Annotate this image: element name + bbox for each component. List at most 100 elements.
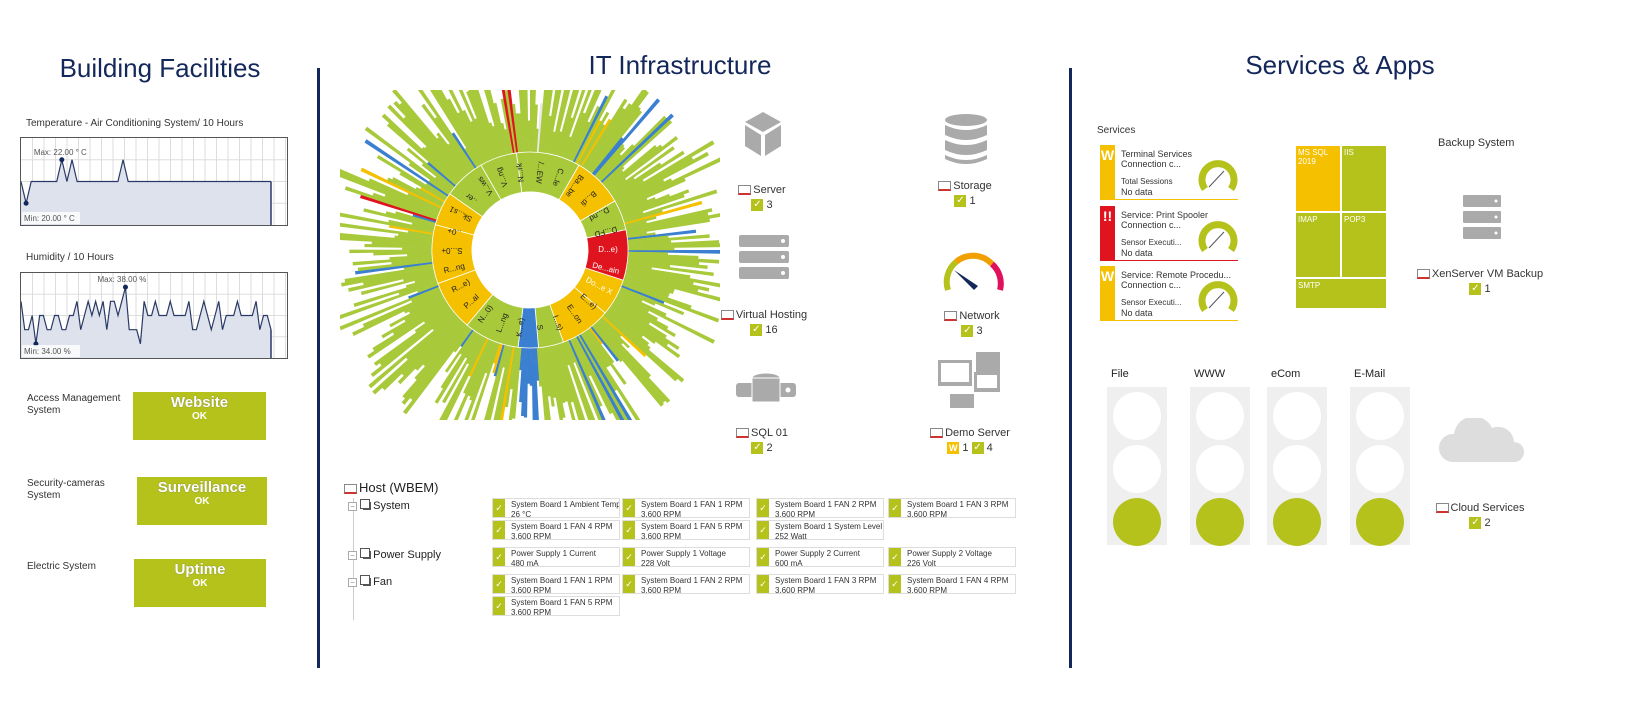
sunburst-segment[interactable] <box>607 308 644 338</box>
sunburst-segment[interactable] <box>502 345 510 368</box>
collapse-icon[interactable]: − <box>348 551 357 560</box>
sunburst-segment[interactable] <box>580 333 618 392</box>
sunburst-segment[interactable] <box>411 222 435 230</box>
sunburst-segment[interactable] <box>531 347 538 420</box>
sunburst-segment[interactable] <box>558 117 574 157</box>
sunburst-segment[interactable] <box>520 347 527 417</box>
sunburst-segment[interactable] <box>492 125 504 157</box>
sunburst-segment[interactable] <box>623 209 663 224</box>
sunburst-segment[interactable] <box>583 107 626 169</box>
sunburst-segment[interactable] <box>555 90 588 156</box>
sunburst-segment[interactable] <box>609 306 681 359</box>
sunburst-segment[interactable] <box>444 90 488 163</box>
sunburst-segment[interactable] <box>540 347 556 420</box>
sunburst-segment[interactable] <box>404 297 446 322</box>
sunburst-segment[interactable] <box>626 265 691 279</box>
sunburst-segment[interactable] <box>609 146 675 194</box>
sunburst-segment[interactable] <box>462 342 500 420</box>
sunburst-segment[interactable] <box>584 330 611 367</box>
sunburst-segment[interactable] <box>584 103 632 170</box>
sunburst-segment[interactable] <box>596 320 652 378</box>
sunburst-segment[interactable] <box>395 211 436 225</box>
sunburst-segment[interactable] <box>381 113 459 185</box>
sunburst-segment[interactable] <box>468 337 489 377</box>
sunburst-segment[interactable] <box>363 268 435 286</box>
group-server[interactable]: Server ✓ 3 <box>702 184 822 212</box>
sunburst-segment[interactable] <box>627 256 700 266</box>
sunburst-segment[interactable] <box>614 156 694 203</box>
service-sensor[interactable]: !! Service: Print Spooler Connection c...… <box>1100 206 1238 261</box>
sunburst-segment[interactable] <box>620 193 671 216</box>
sunburst-segment[interactable] <box>590 326 620 362</box>
sunburst-segment[interactable] <box>490 346 513 420</box>
sunburst-segment[interactable] <box>353 278 437 308</box>
service-sensor[interactable]: W Service: Remote Procedu... Connection c… <box>1100 266 1238 321</box>
sunburst-segment[interactable] <box>566 340 603 420</box>
sunburst-segment[interactable] <box>574 336 628 420</box>
sunburst-segment[interactable] <box>627 243 720 249</box>
sunburst-segment[interactable] <box>372 301 448 352</box>
traffic-light[interactable] <box>1350 387 1410 546</box>
sunburst-segment[interactable] <box>627 229 697 240</box>
sunburst-segment[interactable] <box>622 281 692 309</box>
traffic-light[interactable] <box>1267 387 1327 546</box>
sunburst-segment[interactable] <box>533 347 539 420</box>
sunburst-segment[interactable] <box>613 299 676 338</box>
sunburst-segment[interactable] <box>403 263 434 270</box>
sunburst-segment[interactable] <box>518 113 524 153</box>
sunburst-segment[interactable] <box>452 90 492 161</box>
sunburst-segment[interactable] <box>372 315 459 395</box>
sunburst-segment[interactable] <box>600 113 674 184</box>
sunburst-segment[interactable] <box>545 90 562 154</box>
sunburst-segment[interactable] <box>367 303 449 359</box>
sunburst-segment[interactable] <box>432 90 483 166</box>
sunburst-segment[interactable] <box>387 104 463 181</box>
sunburst-segment[interactable] <box>451 132 477 169</box>
sunburst-segment[interactable] <box>453 328 473 353</box>
sunburst-segment[interactable] <box>626 231 647 237</box>
sunburst-segment[interactable] <box>408 284 440 299</box>
sunburst-segment[interactable] <box>421 146 460 184</box>
sunburst-segment[interactable] <box>577 334 632 420</box>
sunburst-segment[interactable] <box>421 103 473 172</box>
sunburst-segment[interactable] <box>376 154 447 200</box>
sunburst-segment[interactable] <box>572 95 609 163</box>
sunburst-segment[interactable] <box>364 243 433 249</box>
sunburst-segment[interactable] <box>417 90 476 170</box>
status-box-website[interactable]: Website OK <box>133 392 266 440</box>
sunburst-segment[interactable] <box>401 317 461 376</box>
sunburst-segment[interactable] <box>608 178 627 193</box>
sunburst-segment[interactable] <box>493 344 505 377</box>
sunburst-segment[interactable] <box>572 337 613 415</box>
sunburst-segment[interactable] <box>460 329 474 348</box>
sunburst-segment[interactable] <box>352 291 442 336</box>
sunburst-segment[interactable] <box>507 347 520 420</box>
sunburst-segment[interactable] <box>622 194 685 219</box>
sunburst-segment[interactable] <box>627 261 714 277</box>
group-storage[interactable]: Storage ✓ 1 <box>905 180 1025 208</box>
sunburst-segment[interactable] <box>579 123 606 167</box>
sunburst-segment[interactable] <box>613 300 651 325</box>
sunburst-segment[interactable] <box>547 90 570 154</box>
sunburst-segment[interactable] <box>340 211 434 233</box>
sunburst-segment[interactable] <box>581 332 641 420</box>
sunburst-segment[interactable] <box>392 300 447 335</box>
sunburst-segment[interactable] <box>363 208 435 228</box>
sunburst-segment[interactable] <box>626 218 711 235</box>
sunburst-segment[interactable] <box>373 251 433 256</box>
sunburst-segment[interactable] <box>627 232 656 239</box>
sunburst-segment[interactable] <box>398 280 438 295</box>
sunburst-segment[interactable] <box>536 347 542 387</box>
sunburst-segment[interactable] <box>368 178 441 212</box>
sunburst-segment[interactable] <box>575 335 629 420</box>
sunburst-segment[interactable] <box>424 146 461 182</box>
group-demo-server[interactable]: Demo Server W 1 ✓ 4 <box>910 427 1030 455</box>
sunburst-segment[interactable] <box>520 90 527 153</box>
sunburst-segment[interactable] <box>583 331 609 368</box>
sunburst-segment[interactable] <box>519 347 525 403</box>
sunburst-segment[interactable] <box>519 347 524 371</box>
